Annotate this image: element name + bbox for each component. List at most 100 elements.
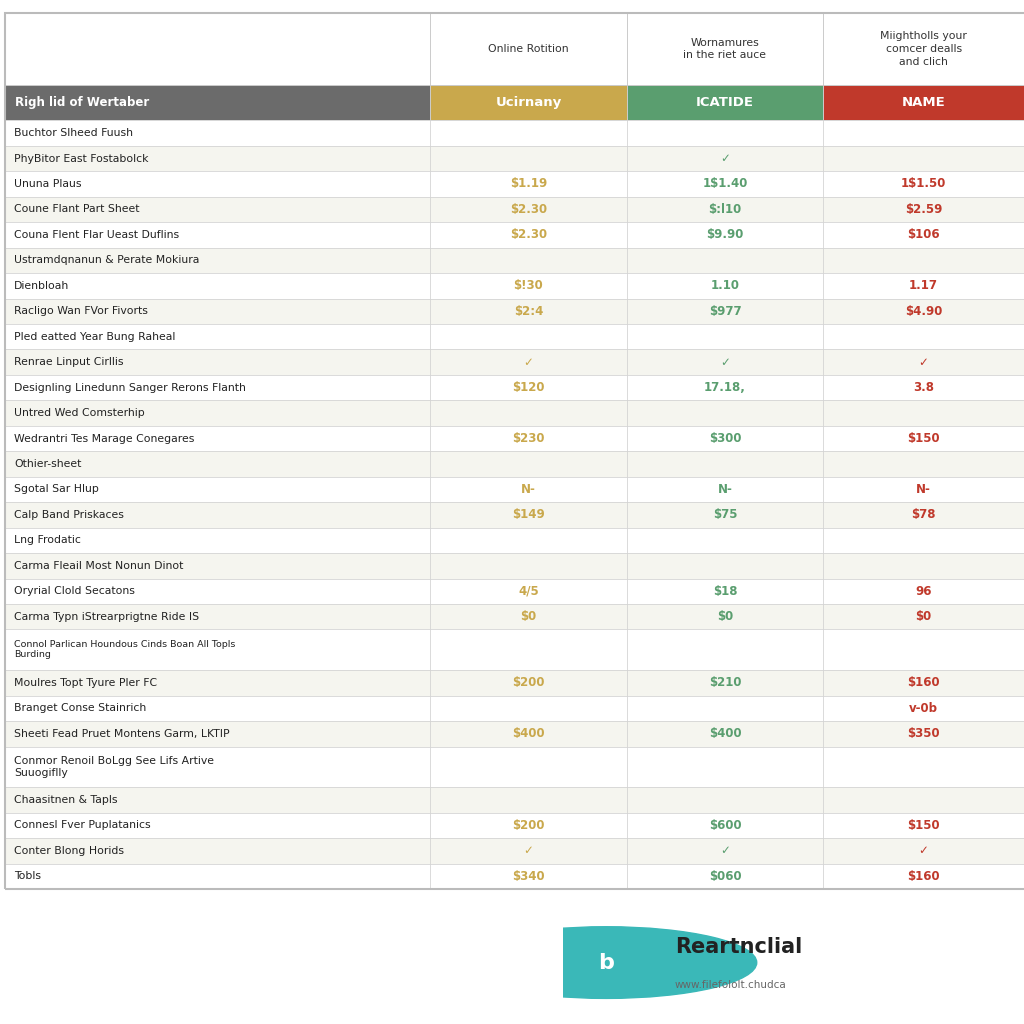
Bar <box>5 171 430 197</box>
Text: Calp Band Priskaces: Calp Band Priskaces <box>14 510 124 520</box>
Text: ✓: ✓ <box>919 355 929 369</box>
Text: $18: $18 <box>713 585 737 598</box>
Bar <box>430 248 627 273</box>
Text: PhyBitor East Fostabolck: PhyBitor East Fostabolck <box>14 154 148 164</box>
Bar <box>627 120 823 145</box>
Text: Reartnclial: Reartnclial <box>675 937 802 957</box>
Bar <box>5 839 430 863</box>
Bar <box>627 13 823 85</box>
Text: $200: $200 <box>512 677 545 689</box>
Bar <box>5 375 430 400</box>
Bar <box>430 120 627 145</box>
Bar <box>823 813 1024 839</box>
Bar <box>430 721 627 746</box>
Text: 1.10: 1.10 <box>711 280 739 292</box>
Text: ✓: ✓ <box>919 845 929 857</box>
Text: Dienbloah: Dienbloah <box>14 281 70 291</box>
Text: $600: $600 <box>709 819 741 831</box>
Text: $9.90: $9.90 <box>707 228 743 242</box>
Bar <box>823 553 1024 579</box>
Text: Pled eatted Year Bung Raheal: Pled eatted Year Bung Raheal <box>14 332 176 342</box>
Bar <box>5 863 430 889</box>
Bar <box>5 721 430 746</box>
Text: $160: $160 <box>907 677 940 689</box>
Bar <box>430 299 627 324</box>
Bar <box>627 787 823 813</box>
Text: 1.17: 1.17 <box>909 280 938 292</box>
Text: Ustramdqnanun & Perate Mokiura: Ustramdqnanun & Perate Mokiura <box>14 255 200 265</box>
Bar <box>5 324 430 349</box>
Bar <box>823 13 1024 85</box>
Bar <box>430 273 627 299</box>
Text: Sgotal Sar Hlup: Sgotal Sar Hlup <box>14 484 99 495</box>
Text: $2.59: $2.59 <box>905 203 942 216</box>
Text: b: b <box>598 952 614 973</box>
Bar <box>627 171 823 197</box>
Bar <box>430 324 627 349</box>
Text: 1$1.50: 1$1.50 <box>901 177 946 190</box>
Bar <box>430 787 627 813</box>
Bar <box>5 787 430 813</box>
Bar <box>430 746 627 787</box>
Text: ✓: ✓ <box>720 845 730 857</box>
Bar <box>627 197 823 222</box>
Text: $200: $200 <box>512 819 545 831</box>
Bar <box>430 839 627 863</box>
Text: $2:4: $2:4 <box>514 305 543 317</box>
Bar <box>823 746 1024 787</box>
Bar <box>5 248 430 273</box>
Bar <box>627 222 823 248</box>
Bar <box>823 787 1024 813</box>
Bar <box>627 721 823 746</box>
Bar <box>823 248 1024 273</box>
Text: $149: $149 <box>512 508 545 521</box>
Bar <box>5 604 430 630</box>
Bar <box>823 527 1024 553</box>
Bar <box>627 349 823 375</box>
Text: Coune Flant Part Sheet: Coune Flant Part Sheet <box>14 205 140 214</box>
Text: Ununa Plaus: Ununa Plaus <box>14 179 82 189</box>
Bar <box>823 400 1024 426</box>
Bar <box>430 349 627 375</box>
Text: Carma Typn iStrearprigtne Ride IS: Carma Typn iStrearprigtne Ride IS <box>14 611 200 622</box>
Bar <box>627 273 823 299</box>
Bar <box>823 349 1024 375</box>
Text: 17.18,: 17.18, <box>705 381 745 394</box>
Bar <box>430 553 627 579</box>
Text: Buchtor Slheed Fuush: Buchtor Slheed Fuush <box>14 128 133 138</box>
Bar <box>5 813 430 839</box>
Bar <box>430 171 627 197</box>
Text: Othier-sheet: Othier-sheet <box>14 459 82 469</box>
Text: ✓: ✓ <box>720 355 730 369</box>
Bar <box>430 630 627 670</box>
Bar <box>823 171 1024 197</box>
Text: Racligo Wan FVor Fivorts: Racligo Wan FVor Fivorts <box>14 306 148 316</box>
Text: Conter Blong Horids: Conter Blong Horids <box>14 846 124 856</box>
Bar <box>430 670 627 695</box>
Bar <box>5 85 430 121</box>
Bar <box>5 630 430 670</box>
Bar <box>823 452 1024 477</box>
Bar <box>823 85 1024 121</box>
Text: $0: $0 <box>520 610 537 624</box>
Bar <box>823 145 1024 171</box>
Text: Connol Parlican Houndous Cinds Boan All Topls
Burding: Connol Parlican Houndous Cinds Boan All … <box>14 640 236 659</box>
Bar <box>823 604 1024 630</box>
Bar <box>627 324 823 349</box>
Bar <box>823 375 1024 400</box>
Bar <box>627 579 823 604</box>
Text: $106: $106 <box>907 228 940 242</box>
Text: $1.19: $1.19 <box>510 177 547 190</box>
Text: $:l10: $:l10 <box>709 203 741 216</box>
Bar <box>823 299 1024 324</box>
Bar <box>627 145 823 171</box>
Text: $300: $300 <box>709 432 741 445</box>
Text: 3.8: 3.8 <box>913 381 934 394</box>
Bar <box>823 197 1024 222</box>
Bar <box>823 839 1024 863</box>
Bar <box>5 273 430 299</box>
Bar <box>823 721 1024 746</box>
Text: 96: 96 <box>915 585 932 598</box>
Text: ✓: ✓ <box>523 845 534 857</box>
Bar <box>5 13 430 85</box>
